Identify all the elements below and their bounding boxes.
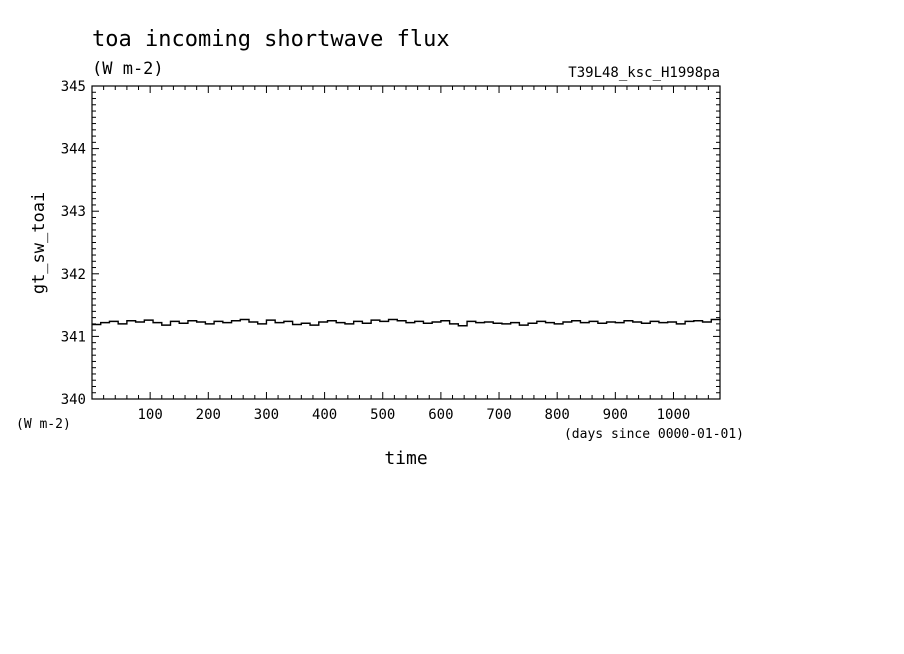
plot-frame [91, 85, 721, 400]
y-tick-label: 344 [61, 142, 86, 158]
x-tick-label: 600 [428, 407, 453, 423]
x-tick-label: 900 [603, 407, 628, 423]
y-tick-label: 345 [61, 79, 86, 95]
y-tick-label: 341 [61, 329, 86, 345]
x-tick-label: 800 [545, 407, 570, 423]
axis-ticks [92, 86, 720, 399]
y-tick-label: 342 [61, 267, 86, 283]
chart-subtitle: (W m-2) [92, 59, 164, 79]
y-axis-unit: (W m-2) [16, 417, 71, 432]
x-tick-label: 700 [486, 407, 511, 423]
x-tick-label: 300 [254, 407, 279, 423]
series-line [92, 318, 721, 327]
x-tick-label: 1000 [657, 407, 691, 423]
y-tick-label: 343 [61, 204, 86, 220]
x-tick-label: 500 [370, 407, 395, 423]
x-tick-label: 400 [312, 407, 337, 423]
x-axis-label: time [384, 448, 427, 469]
x-tick-label: 200 [196, 407, 221, 423]
run-label: T39L48_ksc_H1998pa [568, 65, 720, 81]
axis-tick-labels: 100 200 300 400 500 600 700 800 900 1000 340 341 342… [61, 79, 691, 423]
x-tick-label: 100 [137, 407, 162, 423]
x-axis-unit: (days since 0000-01-01) [564, 427, 744, 442]
y-tick-label: 340 [61, 392, 86, 408]
y-axis-label: gt_sw_toai [29, 192, 49, 294]
chart-title: toa incoming shortwave flux [92, 27, 450, 52]
